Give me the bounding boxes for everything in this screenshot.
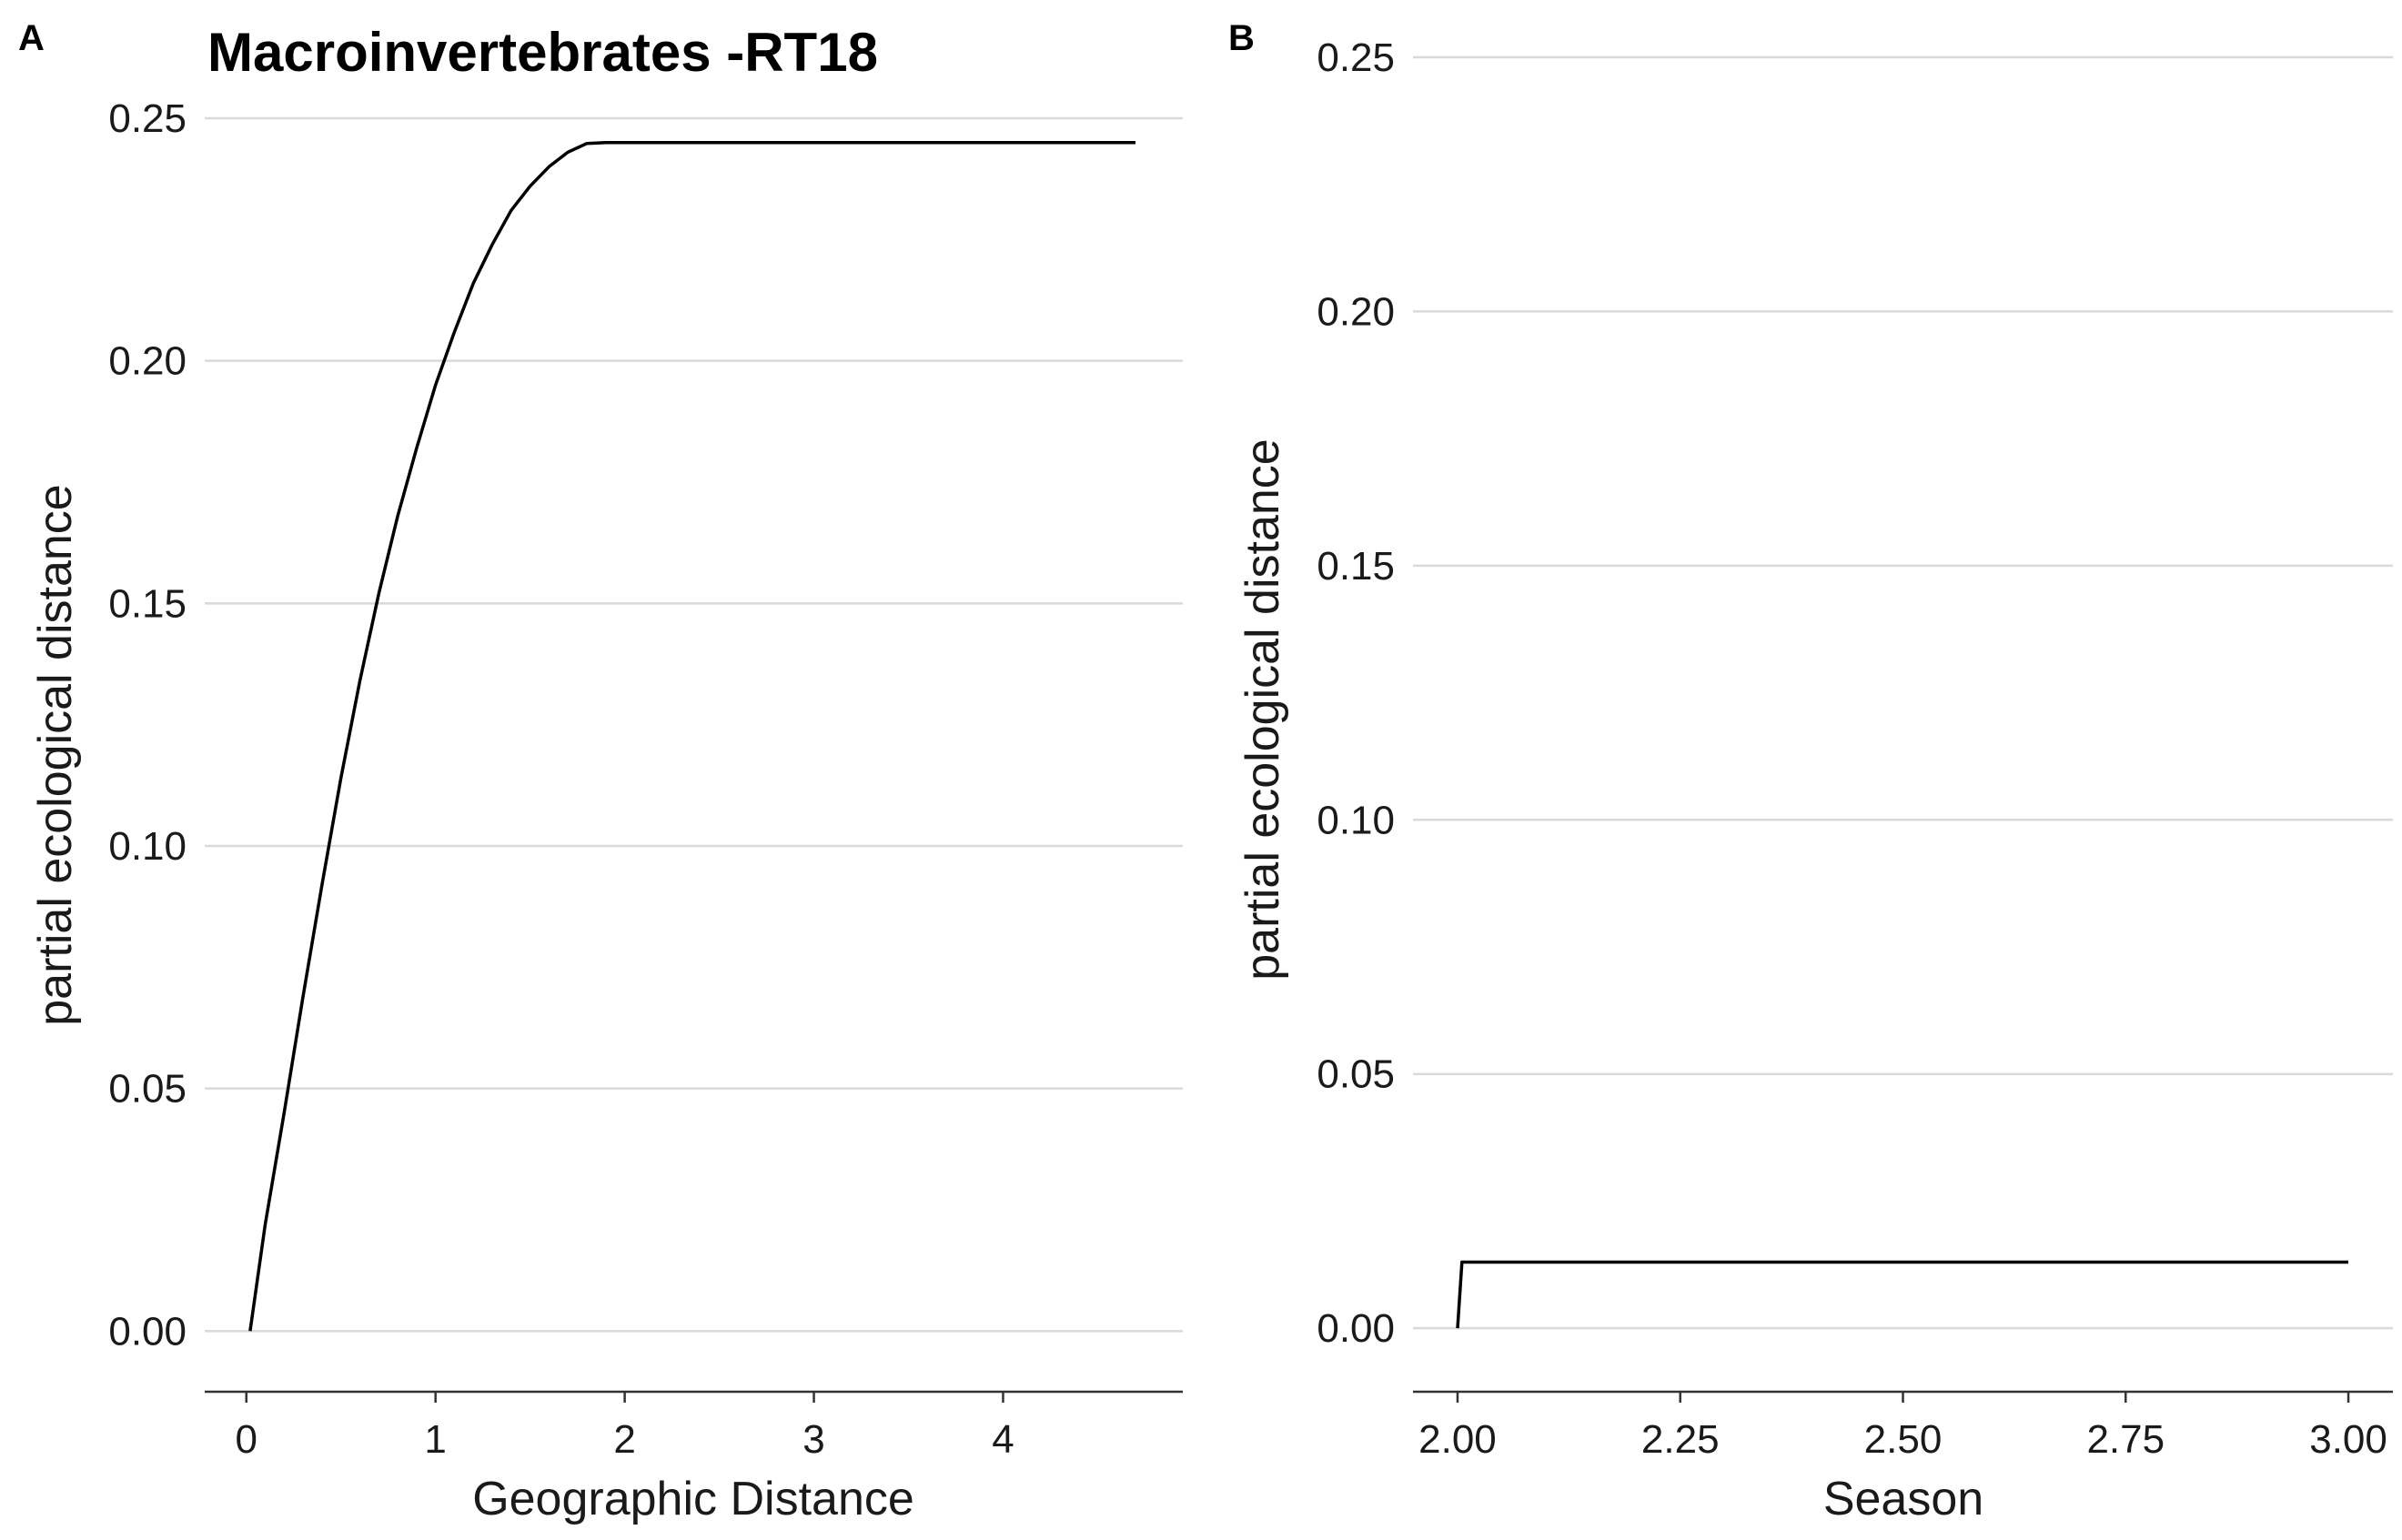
x-tick-label: 4 [992, 1417, 1014, 1462]
x-tick-label: 2.75 [2086, 1417, 2165, 1462]
y-tick-label: 0.05 [108, 1067, 187, 1112]
x-axis-title: Geographic Distance [472, 1473, 914, 1525]
y-tick-label: 0.10 [1317, 798, 1395, 842]
y-tick-label: 0.15 [108, 581, 187, 626]
series-line [1456, 1260, 2348, 1329]
y-tick-label: 0.10 [108, 824, 187, 869]
x-axis-title: Season [1823, 1473, 1983, 1525]
x-tick-label: 2.00 [1418, 1417, 1497, 1462]
y-tick-label: 0.15 [1317, 544, 1395, 589]
panel-tag: B [1228, 18, 1255, 58]
y-tick-label: 0.05 [1317, 1052, 1395, 1097]
y-tick-label: 0.25 [108, 96, 187, 141]
y-axis-title: partial ecological distance [29, 484, 82, 1025]
y-axis-title: partial ecological distance [1236, 438, 1289, 980]
chart-title: Macroinvertebrates -RT18 [207, 22, 878, 83]
x-tick-label: 2 [613, 1417, 635, 1462]
y-tick-label: 0.00 [108, 1309, 187, 1354]
chart-panel-b: 0.00 0.05 0.10 0.15 0.20 0.25 2.00 2.25 2.50 2.75… [1228, 18, 2393, 1525]
y-tick-label: 0.00 [1317, 1306, 1395, 1351]
x-tick-label: 2.25 [1641, 1417, 1720, 1462]
panel-tag: A [18, 18, 45, 58]
series-line [248, 140, 1135, 1332]
y-tick-label: 0.25 [1317, 35, 1395, 80]
x-tick-label: 0 [236, 1417, 257, 1462]
x-tick-label: 3.00 [2309, 1417, 2387, 1462]
x-tick-label: 2.50 [1864, 1417, 1943, 1462]
y-tick-label: 0.20 [1317, 289, 1395, 334]
y-tick-label: 0.20 [108, 339, 187, 384]
x-tick-label: 3 [802, 1417, 824, 1462]
x-tick-label: 1 [424, 1417, 446, 1462]
chart-panel-a: 0.00 0.05 0.10 0.15 0.20 0.25 0 1 2 3 4 Geographic … [18, 18, 1183, 1525]
